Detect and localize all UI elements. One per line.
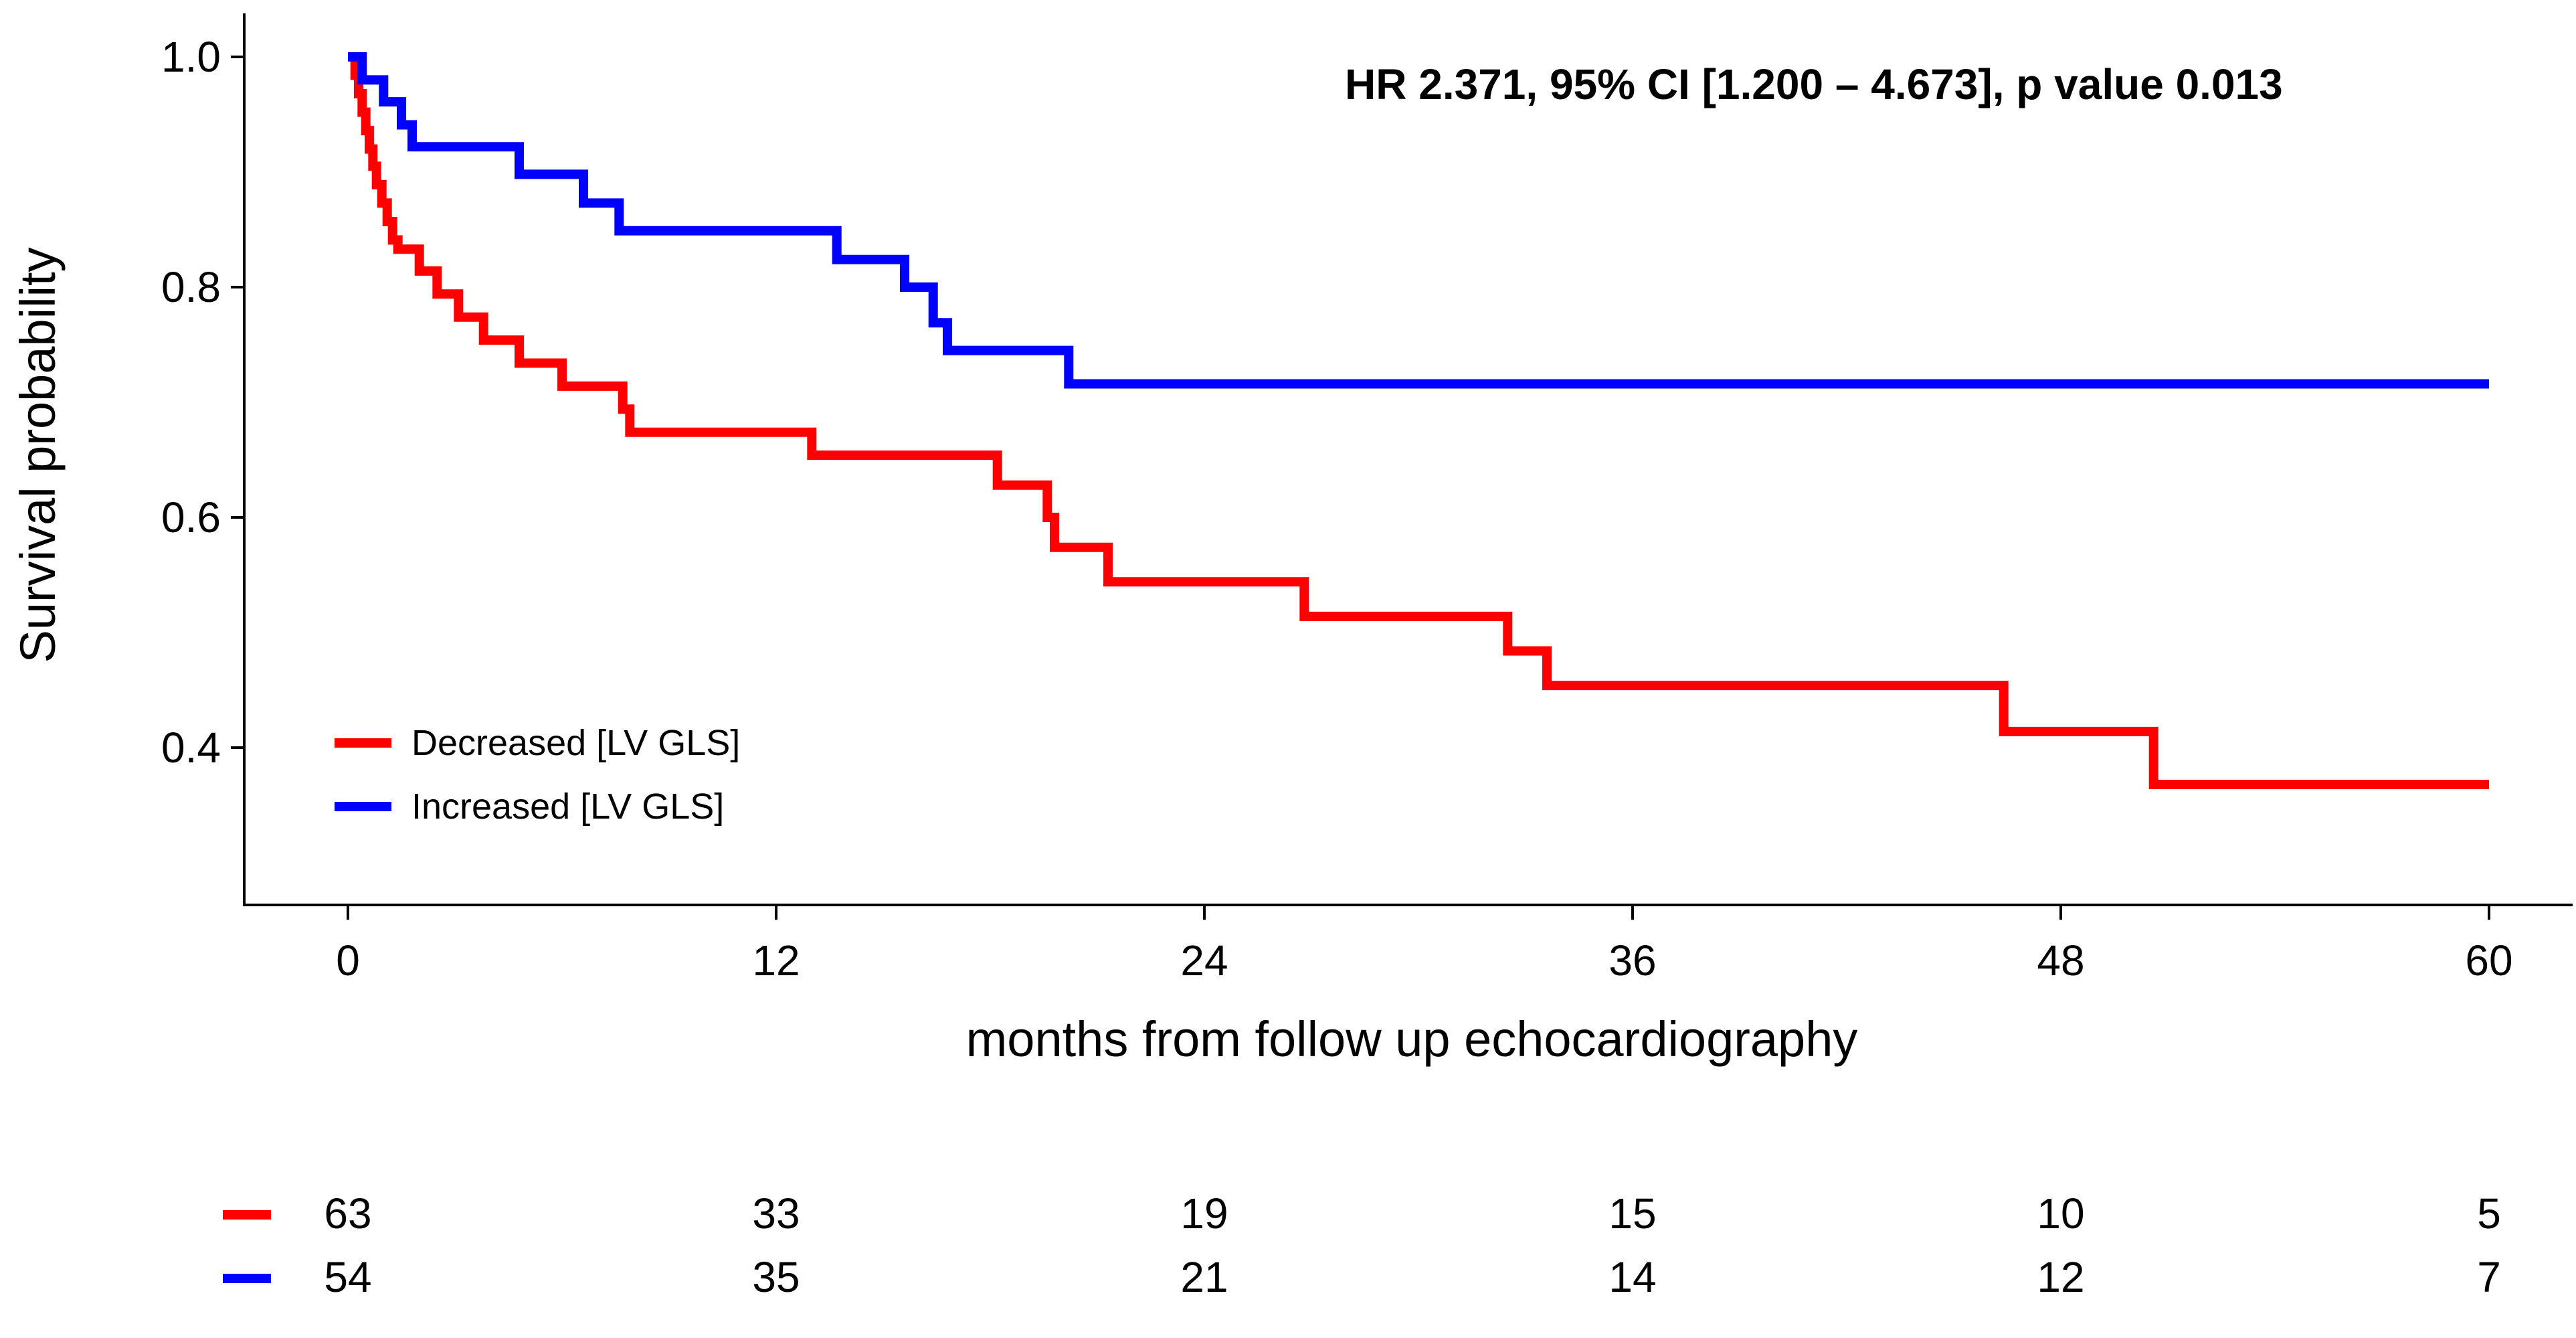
risk-count: 33	[752, 1189, 800, 1238]
survival-curves	[348, 52, 2489, 789]
risk-count: 7	[2477, 1253, 2501, 1301]
x-tick-label: 36	[1608, 936, 1656, 985]
number-at-risk-table: 63 33 19 15 10 5 54 35 21 14 12 7	[223, 1189, 2501, 1301]
risk-count: 21	[1180, 1253, 1228, 1301]
y-tick-label: 0.4	[161, 724, 221, 772]
risk-count: 5	[2477, 1189, 2501, 1238]
x-tick-label: 12	[752, 936, 800, 985]
legend-label-decreased: Decreased [LV GLS]	[411, 723, 740, 763]
curve-decreased-lv-gls	[348, 52, 2489, 789]
y-axis-ticks: 0.4 0.6 0.8 1.0	[161, 33, 244, 772]
x-tick-label: 0	[336, 936, 360, 985]
risk-count: 19	[1180, 1189, 1228, 1238]
risk-count: 63	[324, 1189, 371, 1238]
risk-count: 35	[752, 1253, 800, 1301]
y-tick-label: 0.6	[161, 493, 221, 541]
legend: Decreased [LV GLS] Increased [LV GLS]	[335, 723, 740, 827]
x-axis-ticks: 0 12 24 36 48 60	[336, 905, 2513, 985]
x-tick-label: 60	[2465, 936, 2512, 985]
risk-count: 10	[2037, 1189, 2084, 1238]
curve-increased-lv-gls	[348, 52, 2489, 389]
y-tick-label: 1.0	[161, 33, 221, 81]
legend-label-increased: Increased [LV GLS]	[411, 786, 724, 827]
risk-count: 14	[1608, 1253, 1656, 1301]
hazard-ratio-annotation: HR 2.371, 95% CI [1.200 – 4.673], p valu…	[1345, 60, 2283, 108]
risk-count: 15	[1608, 1189, 1656, 1238]
x-tick-label: 24	[1180, 936, 1228, 985]
axes-frame	[243, 13, 2573, 906]
x-axis-title: months from follow up echocardiography	[966, 1011, 1858, 1067]
x-tick-label: 48	[2037, 936, 2084, 985]
y-tick-label: 0.8	[161, 263, 221, 311]
risk-count: 54	[324, 1253, 371, 1301]
risk-count: 12	[2037, 1253, 2084, 1301]
y-axis-title: Survival probability	[10, 247, 66, 663]
